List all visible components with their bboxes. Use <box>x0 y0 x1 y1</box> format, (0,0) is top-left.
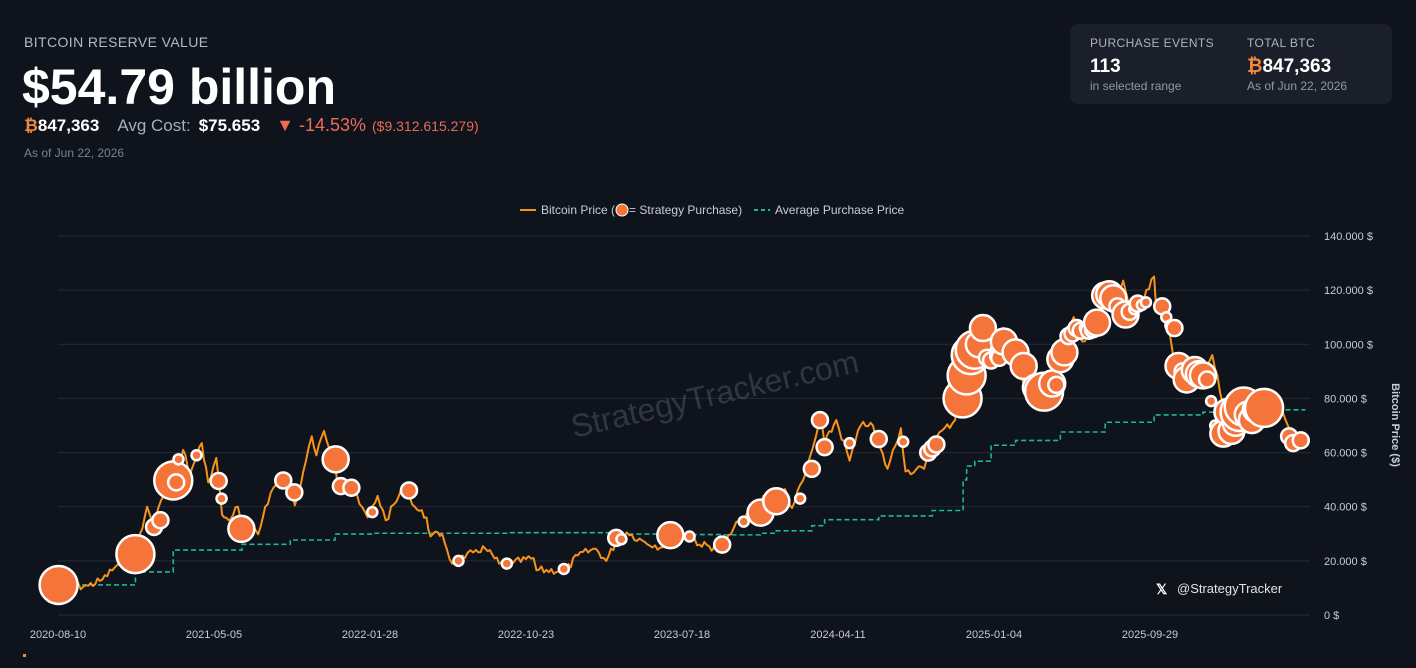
purchase-point <box>869 429 888 449</box>
purchase-point <box>166 473 186 492</box>
x-tick-label: 2021-05-05 <box>186 629 242 641</box>
total-btc-stat: TOTAL BTC ₿847,363 As of Jun 22, 2026 <box>1247 36 1347 93</box>
purchase-point <box>1047 375 1066 395</box>
purchase-point <box>1204 394 1218 408</box>
purchase-point <box>209 471 228 491</box>
avg-cost-value: $75.653 <box>198 116 261 135</box>
reserve-meta-row: ₿ 847,363 Avg Cost: $75.653 ▼ -14.53% ($… <box>24 115 479 136</box>
purchase-point <box>968 313 998 343</box>
purchase-events-label: PURCHASE EVENTS <box>1090 36 1215 50</box>
x-tick-label: 2025-09-29 <box>1122 629 1178 641</box>
purchase-point <box>342 478 361 498</box>
legend-purchase-label: = Strategy Purchase) <box>629 203 742 217</box>
total-btc-label: TOTAL BTC <box>1247 36 1316 50</box>
purchase-point <box>1165 318 1184 338</box>
purchase-point <box>737 515 750 528</box>
purchase-point <box>927 435 946 454</box>
purchase-point <box>815 437 834 457</box>
purchase-point <box>274 471 293 490</box>
y-tick-label: 120.000 $ <box>1324 285 1373 297</box>
purchase-point <box>1243 387 1285 429</box>
purchase-point <box>190 449 203 462</box>
y-tick-label: 60.000 $ <box>1324 448 1367 460</box>
purchase-point <box>399 481 419 500</box>
avg-price-line <box>58 408 1306 586</box>
y-tick-label: 40.000 $ <box>1324 502 1367 514</box>
y-tick-label: 100.000 $ <box>1324 339 1373 351</box>
purchase-point <box>151 511 170 530</box>
purchase-point <box>452 554 465 568</box>
purchase-point <box>1009 351 1038 381</box>
legend: Bitcoin Price ( = Strategy Purchase) Ave… <box>520 203 905 217</box>
credit[interactable]: 𝕏 @StrategyTracker <box>1156 581 1283 597</box>
as-of-date: As of Jun 22, 2026 <box>24 146 125 160</box>
purchase-point <box>172 453 185 466</box>
total-btc-value-row: ₿847,363 <box>1247 56 1347 78</box>
x-tick-label: 2022-01-28 <box>342 629 398 641</box>
y-tick-label: 140.000 $ <box>1324 231 1373 243</box>
purchase-point <box>285 483 304 502</box>
purchase-point <box>762 487 791 516</box>
purchase-point <box>896 435 910 448</box>
change-percent: ▼ -14.53% <box>276 115 367 135</box>
stats-panel: PURCHASE EVENTS 113 in selected range TO… <box>1070 24 1392 104</box>
purchase-point <box>227 514 256 544</box>
purchase-point <box>366 505 379 519</box>
credit-handle: @StrategyTracker <box>1177 581 1283 596</box>
purchase-point <box>1082 308 1112 337</box>
purchase-dot-icon <box>615 203 629 217</box>
corner-mark <box>23 654 26 657</box>
x-tick-label: 2025-01-04 <box>966 629 1022 641</box>
purchase-point <box>321 445 350 474</box>
legend-avg-label: Average Purchase Price <box>775 203 905 217</box>
total-btc-value: 847,363 <box>1262 56 1332 77</box>
purchase-point <box>115 533 156 575</box>
purchase-point <box>1197 370 1217 389</box>
purchase-events-sub: in selected range <box>1090 79 1182 93</box>
purchase-point <box>810 410 830 430</box>
avg-cost-label: Avg Cost: <box>117 116 191 135</box>
purchase-point <box>1291 431 1311 450</box>
purchase-point <box>1139 296 1153 309</box>
purchase-point <box>557 562 571 576</box>
x-tick-label: 2023-07-18 <box>654 629 710 641</box>
bitcoin-symbol-icon: ₿ <box>1247 56 1263 77</box>
purchase-point <box>500 557 514 570</box>
purchase-point <box>656 520 685 550</box>
purchase-point <box>843 436 856 450</box>
y-tick-label: 80.000 $ <box>1324 393 1367 405</box>
total-btc-sub: As of Jun 22, 2026 <box>1247 79 1348 93</box>
purchase-point <box>615 532 628 546</box>
reserve-label: BITCOIN RESERVE VALUE <box>24 34 209 50</box>
btc-holdings: 847,363 <box>37 116 100 135</box>
legend-price-label: Bitcoin Price ( <box>541 203 615 217</box>
change-usd: ($9.312.615.279) <box>372 118 479 134</box>
purchase-point <box>802 459 822 479</box>
purchase-point <box>683 530 696 543</box>
x-tick-label: 2022-10-23 <box>498 629 554 641</box>
y-tick-label: 0 $ <box>1324 610 1339 622</box>
purchase-events-stat: PURCHASE EVENTS 113 in selected range <box>1090 36 1214 93</box>
x-tick-label: 2020-08-10 <box>30 629 86 641</box>
x-logo-icon: 𝕏 <box>1156 581 1168 597</box>
purchase-point <box>215 492 228 505</box>
purchase-events-value: 113 <box>1090 56 1121 77</box>
x-tick-label: 2024-04-11 <box>810 629 865 641</box>
reserve-value: $54.79 billion <box>22 59 337 115</box>
y-axis-label: Bitcoin Price ($) <box>1389 383 1401 467</box>
purchase-point <box>712 535 732 554</box>
purchase-point <box>793 492 807 505</box>
y-tick-label: 20.000 $ <box>1324 556 1367 568</box>
purchase-point <box>38 564 79 606</box>
bitcoin-symbol-icon: ₿ <box>24 116 38 135</box>
